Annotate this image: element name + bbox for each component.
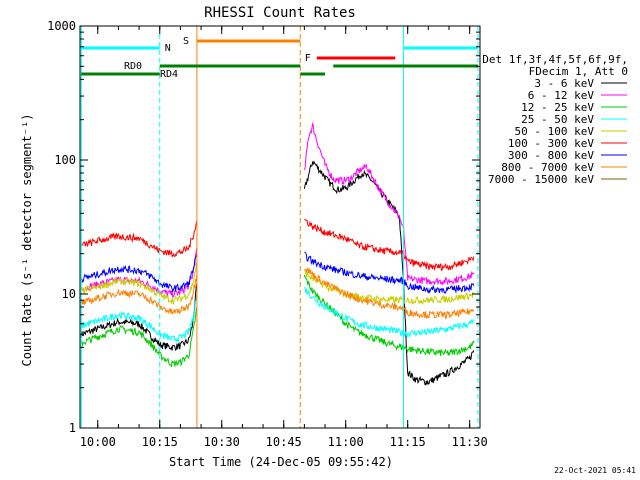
legend-header-0: Det 1f,3f,4f,5f,6f,9f, (482, 53, 628, 66)
legend: Det 1f,3f,4f,5f,6f,9f,FDecim 1, Att 03 -… (482, 53, 628, 186)
legend-header-1: FDecim 1, Att 0 (529, 65, 628, 78)
legend-label-5: 100 - 300 keV (508, 137, 594, 150)
legend-label-4: 50 - 100 keV (515, 125, 595, 138)
x-tick-label-5: 11:15 (390, 435, 426, 449)
y-tick-label-0: 1 (69, 421, 76, 435)
legend-label-8: 7000 - 15000 keV (488, 173, 594, 186)
legend-label-2: 12 - 25 keV (521, 101, 594, 114)
x-tick-label-2: 10:30 (204, 435, 240, 449)
series-line-2 (80, 274, 475, 367)
series-line-1 (80, 121, 475, 299)
legend-label-1: 6 - 12 keV (528, 89, 595, 102)
x-tick-label-4: 11:00 (328, 435, 364, 449)
series-line-6 (80, 251, 475, 294)
plot-frame (79, 25, 481, 429)
y-tick-label-2: 100 (54, 153, 76, 167)
x-tick-label-0: 10:00 (80, 435, 116, 449)
attenuator-label-1: F (305, 53, 311, 64)
x-tick-label-6: 11:30 (452, 435, 488, 449)
series-line-3 (80, 286, 475, 343)
legend-label-7: 800 - 7000 keV (501, 161, 594, 174)
night-day-label-0: N (165, 43, 171, 54)
decimation-label-1: RD4 (160, 69, 178, 80)
y-axis-label: Count Rate (s⁻¹ detector segment⁻¹) (20, 114, 34, 367)
x-tick-label-3: 10:45 (266, 435, 302, 449)
data-layer (80, 121, 475, 386)
y-tick-label-1: 10 (62, 287, 76, 301)
axis-layer: 10:00 10:15 10:30 10:45 11:00 11:15 11:30 1 10 10… (47, 19, 488, 449)
x-tick-label-1: 10:15 (142, 435, 178, 449)
series-line-5 (81, 218, 475, 272)
decimation-label-0: RD0 (124, 61, 142, 72)
series-line-4 (80, 262, 475, 306)
footer-timestamp: 22-Oct-2021 05:41 (554, 466, 636, 475)
annotation-layer: N S F RD0 RD4 (80, 26, 479, 428)
series-line-7 (80, 266, 475, 320)
legend-label-3: 25 - 50 keV (521, 113, 594, 126)
attenuator-label-0: S (183, 36, 189, 47)
chart-title: RHESSI Count Rates (204, 5, 356, 21)
x-axis-label: Start Time (24-Dec-05 09:55:42) (169, 455, 393, 469)
y-tick-label-3: 1000 (47, 19, 76, 33)
legend-label-0: 3 - 6 keV (534, 77, 594, 90)
legend-label-6: 300 - 800 keV (508, 149, 594, 162)
